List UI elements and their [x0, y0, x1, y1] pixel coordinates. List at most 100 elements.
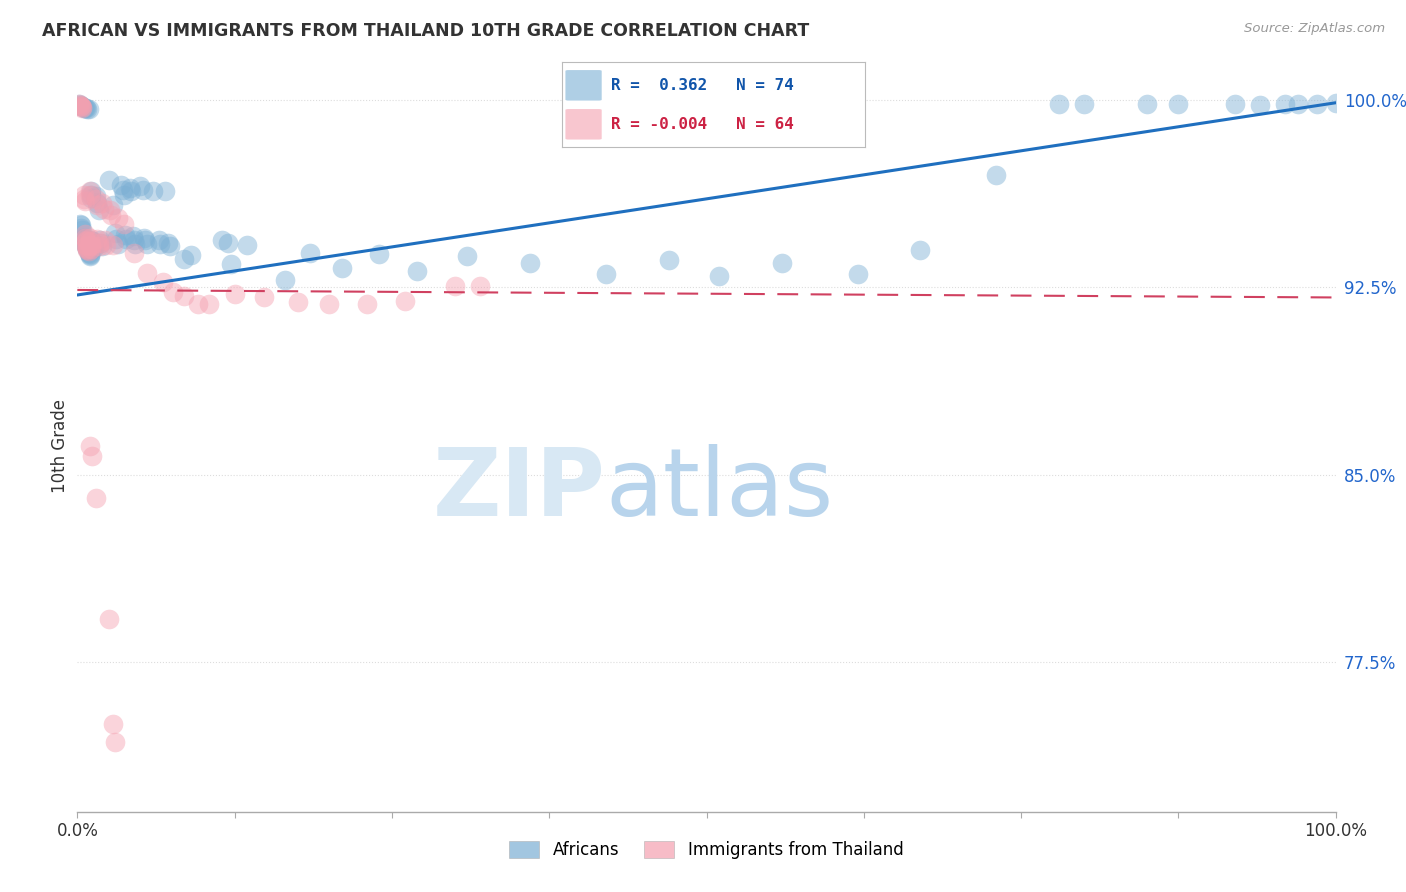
Text: AFRICAN VS IMMIGRANTS FROM THAILAND 10TH GRADE CORRELATION CHART: AFRICAN VS IMMIGRANTS FROM THAILAND 10TH… [42, 22, 810, 40]
Point [77, 244, 100, 259]
Point [84, 491, 107, 506]
Point [129, 179, 152, 194]
Point [112, 188, 135, 202]
Text: R = -0.004   N = 64: R = -0.004 N = 64 [610, 117, 793, 132]
Point [69, 217, 91, 231]
Point [217, 235, 239, 250]
Point [97, 613, 120, 627]
FancyBboxPatch shape [565, 70, 602, 101]
Point [318, 296, 340, 310]
Point [72, 99, 94, 113]
Point [76, 102, 98, 116]
Point [152, 276, 174, 290]
Point [80, 233, 103, 247]
Point [100, 208, 122, 222]
Point [110, 178, 132, 193]
Point [1286, 97, 1309, 112]
Point [75, 235, 97, 249]
Point [73, 101, 96, 115]
Point [86, 232, 108, 246]
Point [91, 195, 114, 210]
Point [910, 243, 932, 257]
Point [75, 233, 97, 247]
Point [211, 233, 233, 247]
Point [180, 248, 202, 262]
Point [79, 248, 101, 262]
Point [70, 220, 93, 235]
Point [83, 239, 105, 253]
Point [142, 185, 165, 199]
Point [72, 100, 94, 114]
Point [112, 217, 135, 231]
Point [456, 249, 478, 263]
Point [1223, 97, 1246, 112]
Text: R =  0.362   N = 74: R = 0.362 N = 74 [610, 78, 793, 93]
Point [101, 238, 124, 252]
Point [89, 233, 111, 247]
Point [70, 218, 93, 232]
Point [173, 252, 195, 266]
Point [162, 285, 184, 300]
Point [94, 233, 117, 247]
Point [79, 185, 101, 199]
Point [287, 295, 309, 310]
Point [1306, 97, 1329, 112]
Point [219, 257, 242, 271]
Point [69, 97, 91, 112]
Point [299, 245, 322, 260]
Point [75, 238, 97, 252]
Point [79, 235, 101, 249]
Point [93, 202, 115, 216]
Point [80, 185, 103, 199]
Point [80, 238, 103, 252]
Point [156, 235, 179, 250]
Point [73, 230, 96, 244]
Point [356, 296, 378, 310]
Point [368, 247, 391, 261]
Point [73, 233, 96, 247]
Point [86, 198, 108, 212]
Point [96, 238, 118, 252]
Point [79, 188, 101, 202]
Point [76, 241, 98, 255]
Point [1324, 95, 1347, 110]
Point [101, 717, 124, 731]
Point [79, 249, 101, 263]
Point [115, 232, 138, 246]
Point [224, 286, 246, 301]
Point [79, 439, 101, 453]
Point [101, 198, 124, 212]
Point [72, 223, 94, 237]
Point [155, 185, 177, 199]
Point [87, 235, 110, 250]
Point [104, 226, 127, 240]
Point [104, 735, 127, 749]
Point [97, 173, 120, 187]
Point [121, 229, 143, 244]
Point [82, 235, 104, 249]
Point [72, 101, 94, 115]
Point [173, 289, 195, 303]
Point [846, 267, 869, 281]
Point [595, 267, 617, 281]
Point [90, 235, 112, 250]
Point [76, 242, 98, 256]
Point [198, 296, 221, 310]
Point [107, 211, 129, 225]
Point [148, 233, 170, 247]
Point [70, 99, 93, 113]
Point [75, 238, 97, 252]
Point [87, 203, 110, 218]
Point [122, 233, 145, 247]
Point [91, 239, 114, 253]
Point [132, 183, 155, 197]
Point [83, 241, 105, 255]
Point [132, 230, 155, 244]
Point [77, 244, 100, 259]
Point [406, 264, 429, 278]
Point [84, 189, 107, 203]
Text: ZIP: ZIP [433, 444, 606, 536]
Point [76, 242, 98, 256]
Point [707, 269, 730, 284]
Point [274, 273, 297, 287]
